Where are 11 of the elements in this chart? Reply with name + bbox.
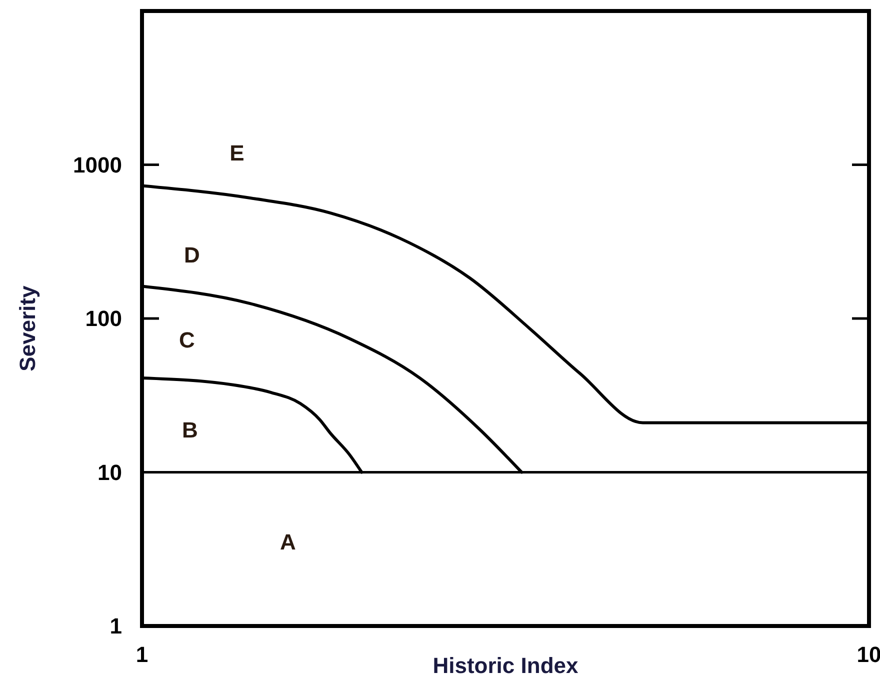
annotation: A — [280, 530, 296, 555]
annotation: D — [184, 242, 200, 268]
y-tick-label: 1 — [110, 614, 122, 639]
y-tick-label: 100 — [85, 306, 122, 332]
annotation: C — [179, 328, 196, 353]
annotation: B — [182, 418, 198, 443]
y-tick-label: 10 — [98, 460, 122, 485]
y-tick-label: 1000 — [73, 152, 122, 178]
y-axis-title: Severity — [15, 284, 40, 372]
annotation: E — [230, 140, 244, 166]
x-axis-title: Historic Index — [432, 653, 580, 678]
